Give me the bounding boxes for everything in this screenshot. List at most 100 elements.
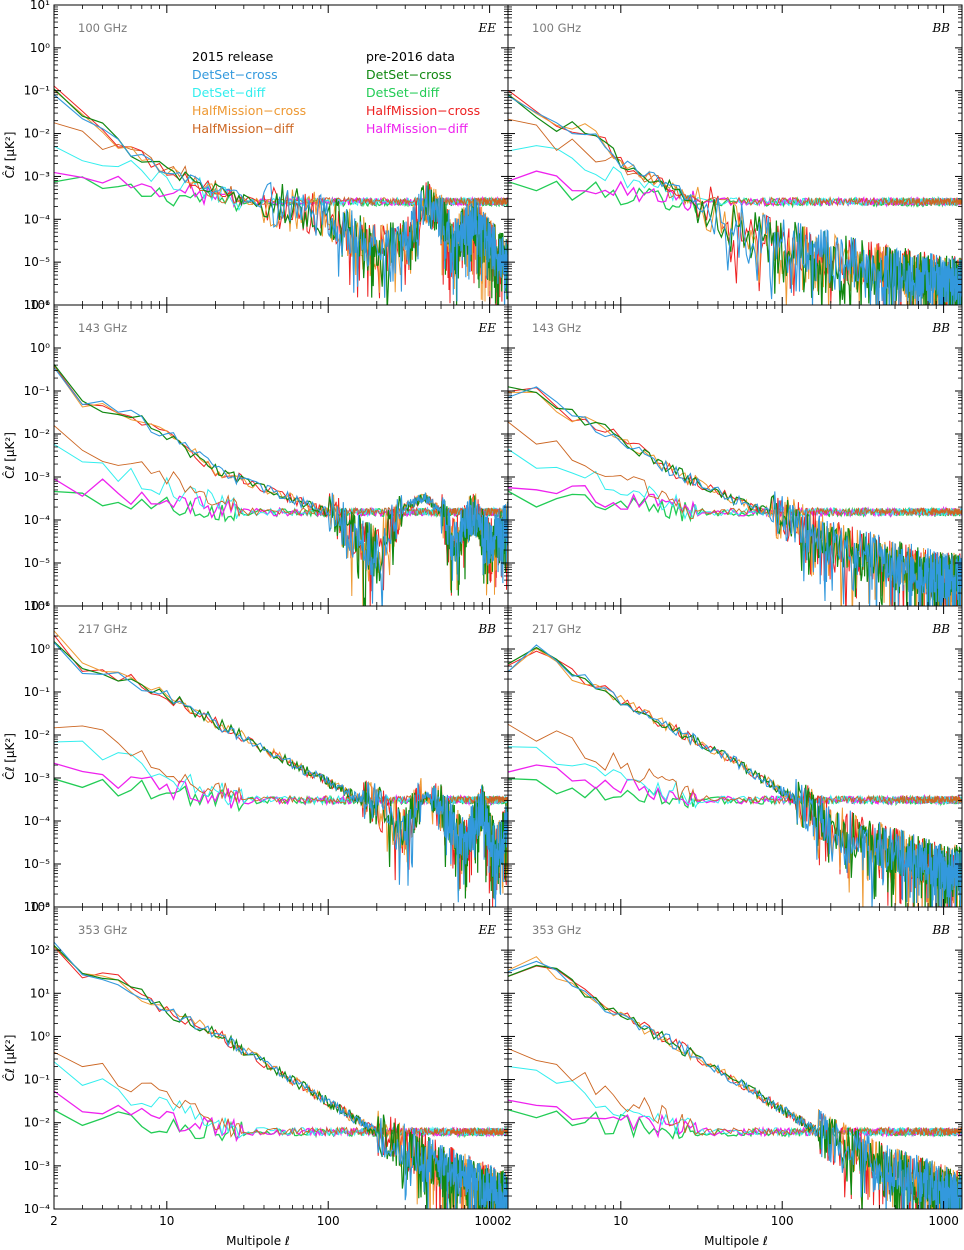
panel-4-spectrum-label: BB xyxy=(931,321,950,335)
y-tick-label: 10⁻² xyxy=(24,427,51,441)
x-tick-label: 2 xyxy=(504,1214,512,1228)
x-tick-label: 100 xyxy=(317,1214,340,1228)
legend-2015-halfmission-diff: HalfMission−diff xyxy=(192,121,294,136)
panel-5-diff-series-3 xyxy=(54,740,508,806)
y-tick-label: 10⁻⁶ xyxy=(24,599,51,613)
y-tick-label: 10⁻⁶ xyxy=(24,900,51,914)
panel-6-diff-series-1 xyxy=(508,777,962,809)
y-tick-label: 10⁻³ xyxy=(24,470,51,484)
y-axis-label: Ĉℓ [μK²] xyxy=(2,733,17,780)
panel-7: 10⁻⁴ 10⁻³ 10⁻² 10⁻¹ 10⁰ 10¹ 10² 10³ 2 10 100 1000 35… xyxy=(24,900,509,1228)
y-tick-label: 10⁻⁴ xyxy=(24,1202,51,1216)
panel-3-spectrum-label: EE xyxy=(477,321,496,335)
panel-3-curves xyxy=(54,364,508,606)
y-tick-label: 10⁻² xyxy=(24,127,51,141)
y-tick-label: 10¹ xyxy=(30,986,50,1000)
panel-5-diff-series-4 xyxy=(54,725,508,805)
y-tick-label: 10⁰ xyxy=(30,1029,50,1043)
panels-group: 10⁻⁶ 10⁻⁵ 10⁻⁴ 10⁻³ 10⁻² 10⁻¹ 10⁰ 10¹ 100 GHz EE 1… xyxy=(24,0,963,1228)
panel-4-cross-series-2 xyxy=(508,391,962,606)
panel-8-frame xyxy=(507,906,963,1210)
panel-4-curves xyxy=(508,386,962,606)
panel-6-cross-series-4 xyxy=(508,644,962,907)
panel-6-diff-series-3 xyxy=(508,746,962,809)
panel-2-freq-label: 100 GHz xyxy=(532,21,581,35)
y-tick-label: 10⁻⁶ xyxy=(24,298,51,312)
y-tick-label: 10³ xyxy=(30,900,50,914)
panel-8-curves xyxy=(508,956,962,1209)
y-tick-label: 10⁰ xyxy=(30,642,50,656)
panel-5-curves xyxy=(54,630,508,907)
panel-1-cross-series-4 xyxy=(54,94,508,305)
y-axis-label: Ĉℓ [μK²] xyxy=(2,432,17,479)
panel-5-cross-series-2 xyxy=(54,630,508,903)
panel-2-spectrum-label: BB xyxy=(931,21,950,35)
y-tick-label: 10⁻⁴ xyxy=(24,513,51,527)
x-axis-labels: Multipole ℓ Multipole ℓ xyxy=(226,1234,768,1248)
panel-3: 10⁻⁶ 10⁻⁵ 10⁻⁴ 10⁻³ 10⁻² 10⁻¹ 10⁰ 10¹ 143 GHz EE xyxy=(24,298,509,613)
panel-3-freq-label: 143 GHz xyxy=(78,321,127,335)
x-axis-label-left: Multipole ℓ xyxy=(226,1234,290,1248)
panel-4-cross-series-1 xyxy=(508,387,962,606)
y-tick-label: 10⁻⁵ xyxy=(24,857,51,871)
panel-7-diff-series-4 xyxy=(54,1051,508,1138)
legend-pre2016-halfmission-cross: HalfMission−cross xyxy=(366,103,480,118)
panel-8: 2 10 100 1000 353 GHz BB xyxy=(504,906,963,1228)
panel-4-freq-label: 143 GHz xyxy=(532,321,581,335)
panel-7-cross-series-1 xyxy=(54,946,508,1209)
panel-8-spectrum-label: BB xyxy=(931,923,950,937)
panel-3-cross-series-2 xyxy=(54,366,508,606)
panel-8-diff-series-4 xyxy=(508,1048,962,1137)
panel-5-cross-series-3 xyxy=(54,641,508,899)
panel-3-cross-series-4 xyxy=(54,367,508,606)
panel-5-spectrum-label: BB xyxy=(477,622,496,636)
legend-2015-halfmission-cross: HalfMission−cross xyxy=(192,103,306,118)
x-tick-label: 10 xyxy=(159,1214,174,1228)
panel-2-diff-series-3 xyxy=(508,145,962,207)
panel-2-diff-series-1 xyxy=(508,180,962,214)
x-tick-label: 2 xyxy=(50,1214,58,1228)
panel-1-curves xyxy=(54,85,508,305)
legend-pre2016-detset-cross: DetSet−cross xyxy=(366,67,452,82)
panel-6-freq-label: 217 GHz xyxy=(532,622,581,636)
panel-5: 10⁻⁶ 10⁻⁵ 10⁻⁴ 10⁻³ 10⁻² 10⁻¹ 10⁰ 10¹ 217 GHz BB xyxy=(24,599,509,914)
y-axis-label: Ĉℓ [μK²] xyxy=(2,132,17,179)
legend-2015-detset-cross: DetSet−cross xyxy=(192,67,278,82)
panel-2-diff-series-4 xyxy=(508,118,962,207)
y-tick-label: 10⁻⁴ xyxy=(24,212,51,226)
y-tick-label: 10⁻³ xyxy=(24,771,51,785)
panel-4-cross-series-4 xyxy=(508,386,962,606)
x-tick-label: 100 xyxy=(771,1214,794,1228)
panel-2-cross-series-4 xyxy=(508,95,962,305)
legend-header-2015: 2015 release xyxy=(192,49,274,64)
x-tick-label: 1000 xyxy=(474,1214,505,1228)
y-tick-label: 10⁻¹ xyxy=(24,1073,51,1087)
panel-3-frame xyxy=(53,304,509,607)
y-tick-label: 10⁻⁵ xyxy=(24,255,51,269)
y-tick-label: 10⁻² xyxy=(24,1116,51,1130)
panel-7-cross-series-4 xyxy=(54,941,508,1209)
panel-6-diff-series-4 xyxy=(508,723,962,805)
y-tick-label: 10⁰ xyxy=(30,41,50,55)
panel-7-freq-label: 353 GHz xyxy=(78,923,127,937)
y-tick-label: 10¹ xyxy=(30,0,50,12)
panel-2: 100 GHz BB xyxy=(507,4,963,306)
panel-8-cross-series-3 xyxy=(508,964,962,1209)
panel-8-cross-series-4 xyxy=(508,960,962,1209)
panel-6-spectrum-label: BB xyxy=(931,622,950,636)
panel-1-spectrum-label: EE xyxy=(477,21,496,35)
panel-8-cross-series-1 xyxy=(508,965,962,1209)
y-axis-labels: Ĉℓ [μK²] Ĉℓ [μK²] Ĉℓ [μK²] Ĉℓ [μK²] xyxy=(2,132,17,1082)
y-tick-label: 10² xyxy=(30,943,50,957)
panel-5-freq-label: 217 GHz xyxy=(78,622,127,636)
panel-1-freq-label: 100 GHz xyxy=(78,21,127,35)
y-tick-label: 10⁻¹ xyxy=(24,384,51,398)
y-tick-label: 10⁰ xyxy=(30,341,50,355)
panel-3-cross-series-3 xyxy=(54,364,508,606)
y-axis-label: Ĉℓ [μK²] xyxy=(2,1035,17,1082)
y-tick-label: 10⁻³ xyxy=(24,1159,51,1173)
y-tick-label: 10⁻¹ xyxy=(24,685,51,699)
panel-6-cross-series-3 xyxy=(508,646,962,907)
y-tick-label: 10¹ xyxy=(30,298,50,312)
